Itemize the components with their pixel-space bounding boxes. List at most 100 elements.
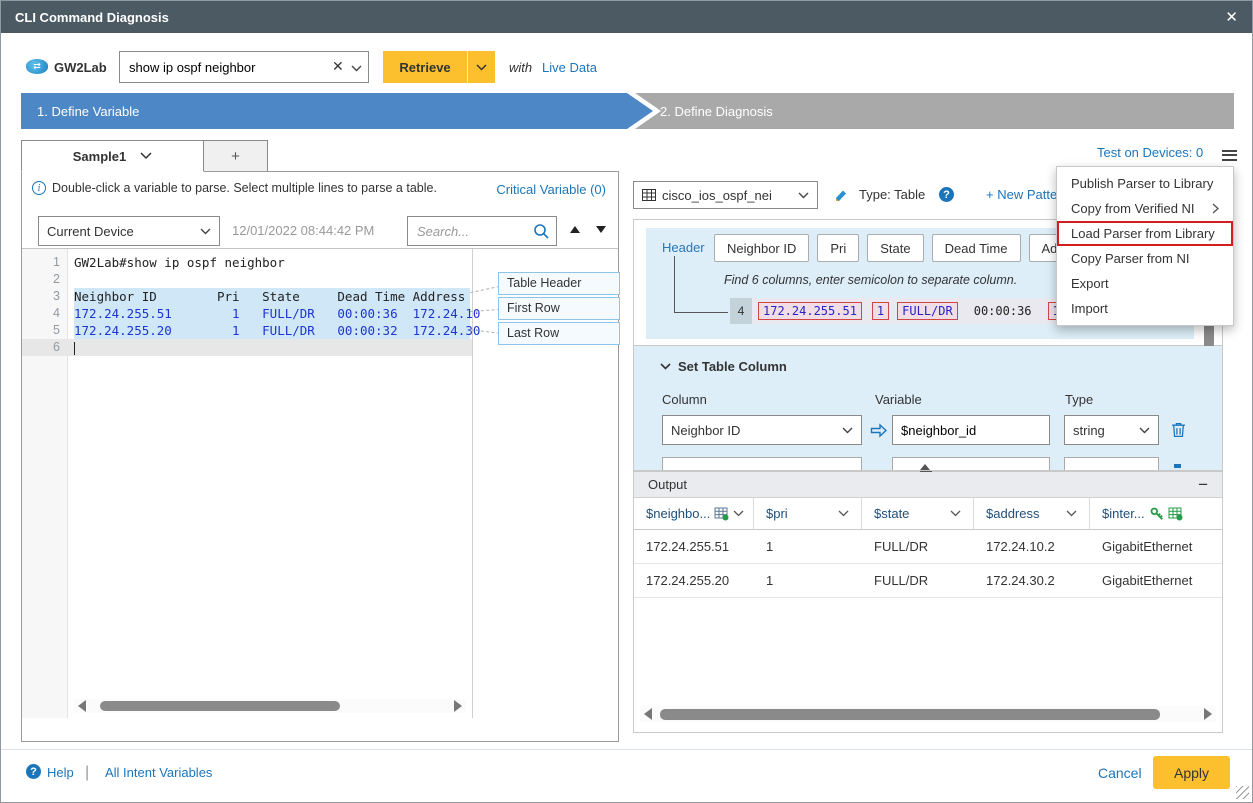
column-button-neighbor-id[interactable]: Neighbor ID [714,234,810,262]
output-row[interactable]: 172.24.255.51 1 FULL/DR 172.24.10.2 Giga… [634,530,1222,564]
menu-item-copy-parser-from-ni[interactable]: Copy Parser from NI [1071,251,1190,266]
token-dead-time[interactable]: 00:00:36 [973,304,1032,318]
token-neighbor-id[interactable]: 172.24.255.51 [758,302,862,320]
output-title: Output [648,477,688,492]
scroll-right-icon[interactable] [454,700,462,712]
hscroll-thumb[interactable] [660,708,1160,720]
tab-dropdown-chevron-icon[interactable] [140,152,152,160]
command-input[interactable] [121,53,321,81]
menu-item-publish-parser[interactable]: Publish Parser to Library [1071,176,1214,191]
parser-select[interactable]: cisco_ios_ospf_nei [633,181,818,209]
menu-item-load-parser-from-library[interactable]: Load Parser from Library [1057,221,1233,246]
column-button-dead-time[interactable]: Dead Time [931,234,1021,262]
table-key-icon [1168,507,1183,520]
retrieve-button[interactable]: Retrieve [383,51,467,83]
help-question-icon[interactable]: ? [939,187,954,202]
token-state[interactable]: FULL/DR [897,302,958,320]
chevron-down-icon[interactable] [838,510,849,517]
type-select[interactable]: string [1064,415,1159,445]
device-scope-select[interactable]: Current Device [38,216,220,246]
device-name: GW2Lab [54,60,107,75]
apply-button[interactable]: Apply [1153,756,1230,789]
critical-variable-link[interactable]: Critical Variable (0) [496,182,606,197]
type-select-partial[interactable] [1064,457,1159,470]
editor-line-table-header[interactable]: 3 Neighbor ID Pri State Dead Time Addres… [22,288,472,306]
annotation-table-header[interactable]: Table Header [498,272,620,295]
output-row[interactable]: 172.24.255.20 1 FULL/DR 172.24.30.2 Giga… [634,564,1222,598]
search-icon[interactable] [533,223,550,240]
menu-item-export[interactable]: Export [1071,276,1109,291]
key-icon [1150,507,1163,520]
menu-item-copy-from-verified-ni[interactable]: Copy from Verified NI [1057,196,1233,221]
minimize-icon[interactable]: − [1198,474,1208,494]
chevron-down-icon[interactable] [950,510,961,517]
resize-handle[interactable] [1236,786,1249,799]
help-link[interactable]: Help [47,765,74,780]
help-icon[interactable]: ? [26,764,41,779]
column-button-state[interactable]: State [867,234,924,262]
scroll-left-icon[interactable] [644,708,652,720]
clear-command-icon[interactable]: ✕ [332,58,344,74]
pattern-column-buttons: Neighbor ID Pri State Dead Time Address [714,234,1103,262]
annotation-connector [470,285,500,294]
header-connector [674,256,675,312]
tab-sample1[interactable]: Sample1 [21,140,204,172]
chevron-down-icon[interactable] [733,510,744,517]
variable-input[interactable] [892,415,1050,445]
table-icon [642,189,656,201]
hamburger-menu-icon[interactable] [1222,147,1237,163]
token-pri[interactable]: 1 [871,302,890,320]
find-previous-icon[interactable] [570,226,580,233]
vscroll-thumb[interactable] [1204,301,1214,353]
cli-editor[interactable]: 1 GW2Lab#show ip ospf neighbor 2 3 Neigh… [22,248,620,718]
scroll-right-icon[interactable] [1204,708,1212,720]
scroll-left-icon[interactable] [78,700,86,712]
step-2-define-diagnosis[interactable]: 2. Define Diagnosis [634,93,1234,129]
cancel-button[interactable]: Cancel [1098,765,1142,781]
column-select[interactable]: Neighbor ID [662,415,862,445]
search-input[interactable] [409,218,527,244]
new-pattern-link[interactable]: + New Pattern [986,187,1069,202]
output-hscrollbar[interactable] [640,706,1216,722]
output-col-neighbor[interactable]: $neighbo... [634,498,754,529]
menu-item-import[interactable]: Import [1071,301,1108,316]
editor-line[interactable]: 1 GW2Lab#show ip ospf neighbor [53,255,285,270]
output-col-pri[interactable]: $pri [754,498,862,529]
editor-line-first-row[interactable]: 4 172.24.255.51 1 FULL/DR 00:00:36 172.2… [53,305,481,323]
chevron-down-icon[interactable] [1066,510,1077,517]
footer-divider [1,749,1252,750]
all-intent-variables-link[interactable]: All Intent Variables [105,765,213,780]
find-next-icon[interactable] [596,226,606,233]
editor-line-cursor[interactable]: 6 [22,339,472,356]
close-icon[interactable]: ✕ [1225,9,1238,26]
find-columns-hint: Find 6 columns, enter semicolon to separ… [724,273,1018,287]
live-data-link[interactable]: Live Data [542,60,597,75]
output-col-interface[interactable]: $inter... [1090,498,1222,529]
variable-input-partial[interactable] [892,457,1050,470]
editor-hscrollbar[interactable] [74,699,466,713]
search-box [407,216,557,246]
output-col-state[interactable]: $state [862,498,974,529]
step-1-define-variable[interactable]: 1. Define Variable [21,93,653,129]
test-on-devices-link[interactable]: Test on Devices: 0 [1097,145,1204,160]
hscroll-thumb[interactable] [100,701,340,711]
tab-sample1-label: Sample1 [72,148,127,164]
set-table-column-header[interactable]: Set Table Column [660,359,787,374]
command-dropdown-chevron-icon[interactable] [351,65,362,72]
submenu-arrow-icon [1212,203,1219,214]
parse-hint: i Double-click a variable to parse. Sele… [32,181,437,195]
command-combobox[interactable]: ✕ [119,51,369,83]
column-label: Column [662,392,707,407]
output-col-address[interactable]: $address [974,498,1090,529]
retrieve-dropdown-button[interactable] [467,51,495,83]
annotation-first-row[interactable]: First Row [498,297,620,320]
delete-row-trash-icon[interactable] [1171,422,1186,438]
add-sample-tab[interactable]: + [203,140,268,172]
editor-line[interactable]: 2 [53,272,60,286]
column-button-pri[interactable]: Pri [817,234,860,262]
annotation-last-row[interactable]: Last Row [498,322,620,345]
pattern-header-label: Header [662,240,705,255]
editor-line-last-row[interactable]: 5 172.24.255.20 1 FULL/DR 00:00:32 172.2… [53,322,481,340]
column-select-partial[interactable] [662,457,862,470]
edit-pencil-icon[interactable] [831,187,848,204]
